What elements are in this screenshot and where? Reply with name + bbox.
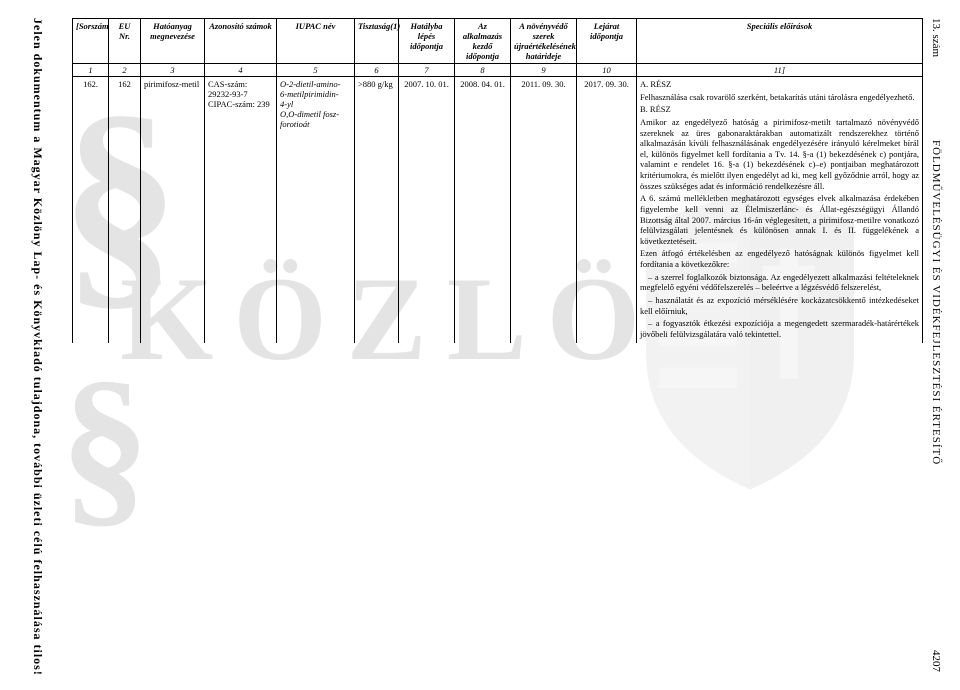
spec-b-body3: Ezen átfogó értékelésben az engedélyező … [640,248,919,269]
registration-table: [Sorszám EU Nr. Hatóanyag megnevezése Az… [72,18,923,343]
col-num: 2 [109,64,141,77]
spec-bullet: – a szerrel foglalkozók biztonsága. Az e… [640,272,919,293]
cell-lejarat: 2017. 09. 30. [577,77,637,344]
col-num: 9 [511,64,577,77]
spec-bullet: – használatát és az expozíció mérséklésé… [640,295,919,316]
page-number: 4207 [930,650,942,672]
col-header: EU Nr. [109,19,141,64]
col-num: 8 [455,64,511,77]
cell-hatalyba: 2007. 10. 01. [399,77,455,344]
spec-b-title: B. RÉSZ [640,104,919,115]
cell-megnevezes: pirimifosz-metil [141,77,205,344]
cas-label: CAS-szám: [208,79,247,89]
col-header: Lejárat időpontja [577,19,637,64]
left-margin-notice: Jelen dokumentum a Magyar Közlöny Lap- é… [30,18,45,678]
spec-a-body: Felhasználása csak rovarölő szerként, be… [640,92,919,103]
main-content: [Sorszám EU Nr. Hatóanyag megnevezése Az… [72,18,922,343]
cell-tisztasag: >880 g/kg [355,77,399,344]
spec-b-body2: A 6. számú mellékletben meghatározott eg… [640,193,919,246]
col-num: 10 [577,64,637,77]
col-header: A növényvédő szerek újraértékelésének ha… [511,19,577,64]
col-header: Tisztaság(1) [355,19,399,64]
issue-number: 13. szám [930,18,942,57]
col-header: Hatóanyag megnevezése [141,19,205,64]
cipac-value: CIPAC-szám: 239 [208,99,270,109]
col-header: Azonosító számok [205,19,277,64]
col-num: 6 [355,64,399,77]
cell-ujraert: 2011. 09. 30. [511,77,577,344]
table-number-row: 1 2 3 4 5 6 7 8 9 10 11] [73,64,923,77]
col-num: 3 [141,64,205,77]
cell-iupac: O-2-dietil-amino- 6-metilpirimidin- 4-yl… [277,77,355,344]
col-header: IUPAC név [277,19,355,64]
cell-eunr: 162 [109,77,141,344]
col-num: 7 [399,64,455,77]
cell-spec: A. RÉSZ Felhasználása csak rovarölő szer… [637,77,923,344]
table-header-row: [Sorszám EU Nr. Hatóanyag megnevezése Az… [73,19,923,64]
cell-sorszam: 162. [73,77,109,344]
col-num: 11] [637,64,923,77]
publication-title: FÖLDMŰVELÉSÜGYI ÉS VIDÉKFEJLESZTÉSI ÉRTE… [930,140,942,465]
col-num: 5 [277,64,355,77]
col-num: 1 [73,64,109,77]
cas-value: 29232-93-7 [208,89,248,99]
col-header: [Sorszám [73,19,109,64]
spec-b-body1: Amikor az engedélyező hatóság a pirimifo… [640,117,919,191]
col-header: Hatályba lépés időpontja [399,19,455,64]
col-num: 4 [205,64,277,77]
cell-alkalmazas: 2008. 04. 01. [455,77,511,344]
col-header: Az alkalmazás kezdő időpontja [455,19,511,64]
cell-azonosito: CAS-szám: 29232-93-7 CIPAC-szám: 239 [205,77,277,344]
spec-bullet: – a fogyasztók étkezési expozíciója a me… [640,318,919,339]
table-row: 162. 162 pirimifosz-metil CAS-szám: 2923… [73,77,923,344]
spec-a-title: A. RÉSZ [640,79,919,90]
col-header: Speciális előírások [637,19,923,64]
